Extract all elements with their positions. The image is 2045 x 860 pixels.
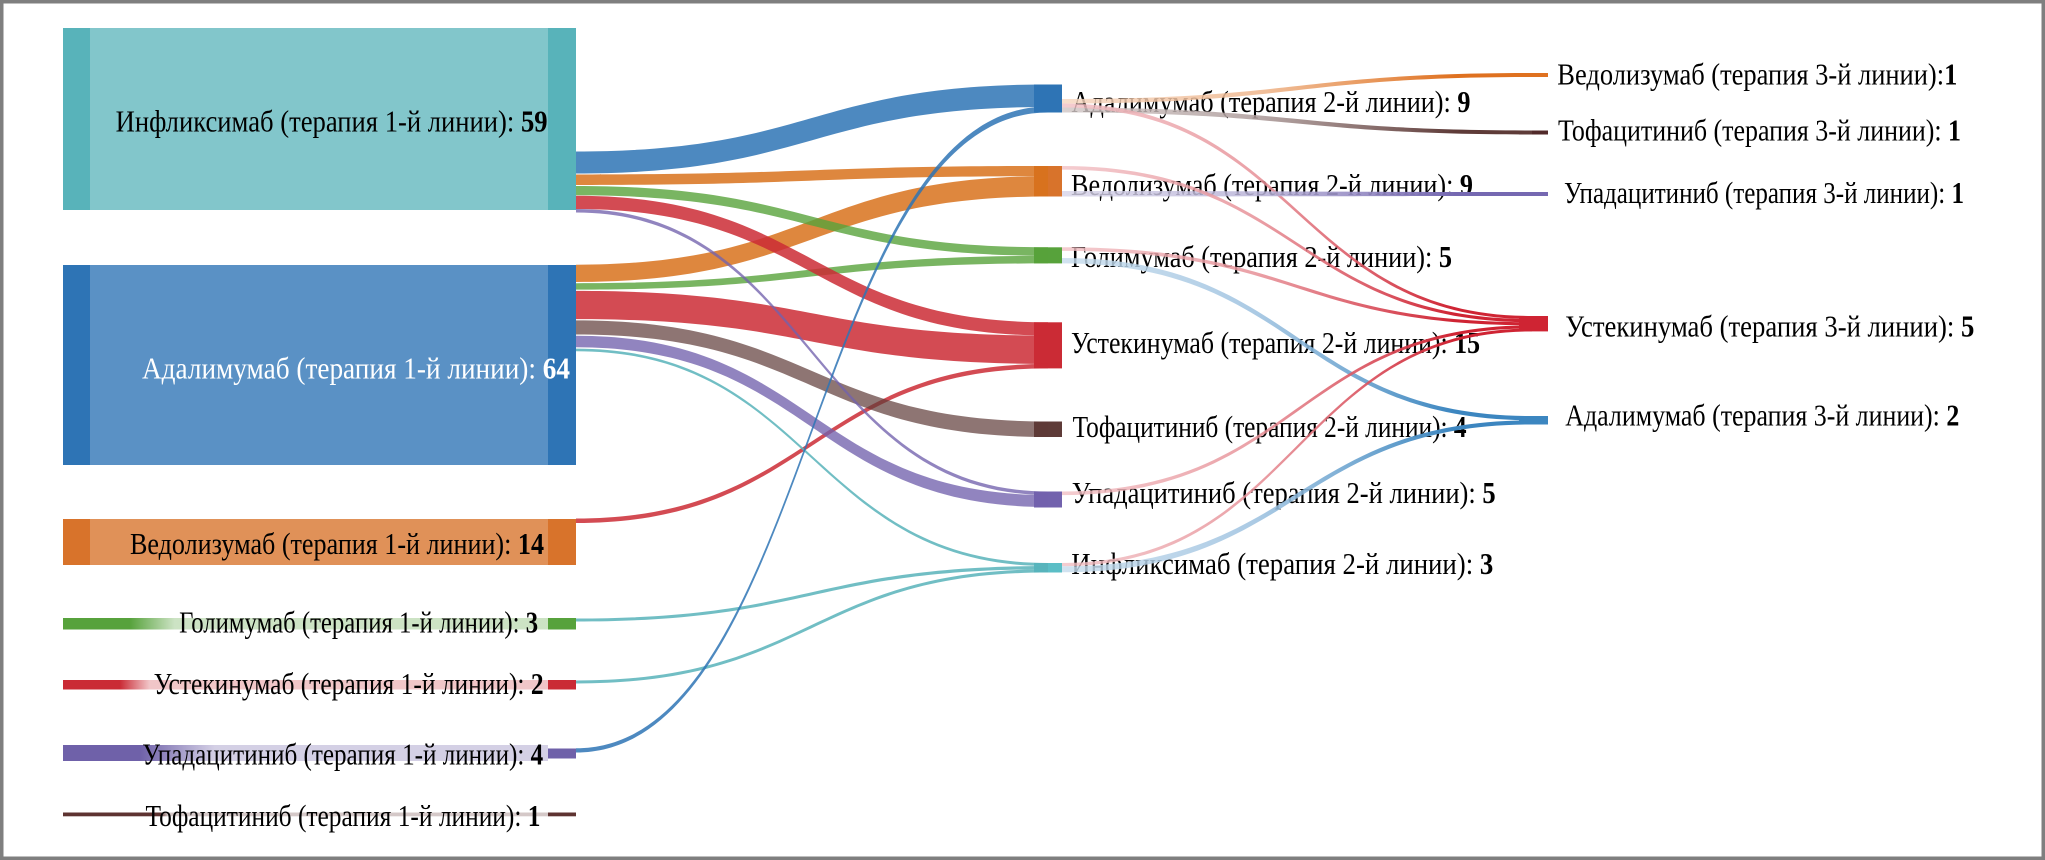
- svg-text:Тофацитиниб (терапия 3-й линии: Тофацитиниб (терапия 3-й линии): 1: [1558, 113, 1961, 148]
- svg-text:Ведолизумаб (терапия 3-й линии: Ведолизумаб (терапия 3-й линии):1: [1557, 56, 1957, 91]
- svg-text:Упадацитиниб (терапия 3-й лини: Упадацитиниб (терапия 3-й линии): 1: [1564, 175, 1964, 210]
- svg-text:Тофацитиниб (терапия 1-й линии: Тофацитиниб (терапия 1-й линии): 1: [146, 798, 541, 833]
- svg-text:Устекинумаб (терапия 1-й линии: Устекинумаб (терапия 1-й линии): 2: [154, 666, 544, 701]
- svg-text:Тофацитиниб (терапия 2-й линии: Тофацитиниб (терапия 2-й линии): 4: [1073, 409, 1467, 444]
- svg-text:Ведолизумаб (терапия 1-й линии: Ведолизумаб (терапия 1-й линии): 14: [130, 526, 544, 561]
- svg-text:Устекинумаб (терапия 2-й линии: Устекинумаб (терапия 2-й линии): 15: [1071, 325, 1480, 360]
- svg-text:Голимумаб (терапия 2-й линии):: Голимумаб (терапия 2-й линии): 5: [1071, 239, 1452, 274]
- svg-text:Упадацитиниб (терапия 1-й лини: Упадацитиниб (терапия 1-й линии): 4: [142, 737, 543, 772]
- svg-text:Адалимумаб (терапия 3-й линии): Адалимумаб (терапия 3-й линии): 2: [1565, 398, 1959, 433]
- svg-text:Голимумаб (терапия 1-й линии):: Голимумаб (терапия 1-й линии): 3: [179, 605, 538, 640]
- svg-text:Инфликсимаб (терапия 1-й линии: Инфликсимаб (терапия 1-й линии): 59: [116, 104, 548, 139]
- svg-text:Адалимумаб (терапия 1-й линии): Адалимумаб (терапия 1-й линии): 64: [142, 351, 570, 386]
- svg-text:Устекинумаб (терапия 3-й линии: Устекинумаб (терапия 3-й линии): 5: [1565, 308, 1974, 343]
